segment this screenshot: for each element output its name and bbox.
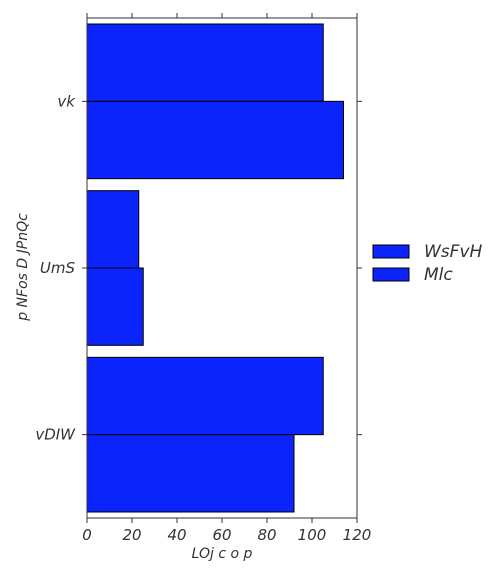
x-tick-label: 120 [343, 526, 372, 544]
legend: WsFvH Mlc [372, 242, 483, 285]
y-axis-ticks: vk UmS vDIW [35, 92, 362, 444]
x-tick-label: 20 [122, 526, 141, 544]
bar-UmS-Mlc [86, 267, 144, 346]
bar-vk-Mlc [86, 100, 344, 180]
y-axis-label: p NFos D JPnQc [15, 213, 31, 322]
bar-vDIW-Mlc [86, 434, 295, 513]
legend-swatch [372, 267, 410, 282]
legend-label: WsFvH [424, 242, 483, 262]
bar-vk-WsFvH [86, 23, 324, 102]
x-tick-label: 60 [212, 526, 231, 544]
legend-label: Mlc [424, 265, 453, 285]
x-tick-label: 0 [82, 526, 92, 544]
legend-swatch [372, 244, 410, 259]
x-tick-label: 80 [257, 526, 276, 544]
y-tick-label: UmS [40, 259, 76, 277]
y-tick-label: vDIW [35, 426, 76, 444]
x-tick-label: 40 [167, 526, 186, 544]
bar-UmS-WsFvH [86, 190, 140, 269]
y-tick-label: vk [57, 92, 76, 110]
bars-group [86, 23, 344, 513]
x-axis-ticks: 0 20 40 60 80 100 120 [82, 13, 371, 544]
x-axis-label: LOj c o p [192, 546, 253, 562]
bar-vDIW-WsFvH [86, 356, 324, 436]
x-tick-label: 100 [298, 526, 327, 544]
